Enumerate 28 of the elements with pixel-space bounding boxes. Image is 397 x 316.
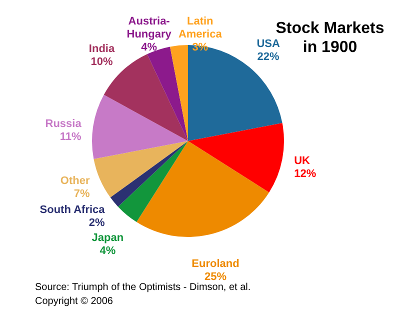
slice-label: Euroland [192, 258, 240, 270]
data-label: 10% [90, 56, 113, 68]
data-label: 4% [141, 42, 158, 54]
text: Copyright © 2006 [35, 296, 114, 307]
pie-slice [92, 94, 188, 159]
data-label: 12% [294, 168, 316, 180]
slice-label: Japan [92, 232, 124, 244]
pie-slice [136, 141, 270, 237]
data-label: 22% [257, 50, 280, 63]
slice-label: USA [256, 38, 280, 50]
pie-slice [94, 141, 188, 198]
pie-slice [110, 141, 188, 207]
slice-label: Russia [45, 118, 82, 130]
slice-label: UK [294, 155, 310, 168]
pie-slice [118, 141, 188, 222]
pie-slice [170, 45, 188, 141]
slice-label: Other [60, 175, 90, 188]
data-label: 4% [100, 245, 116, 258]
slice-label: Austria-Hungary [126, 16, 172, 40]
data-label: 7% [74, 188, 90, 200]
pie-slice [188, 123, 284, 192]
slice-label: India [88, 43, 116, 56]
data-label: 2% [88, 216, 105, 229]
source-note: Source: Triumph of the Optimists - Dimson, et al. [35, 282, 251, 293]
slice-label: Latin America [178, 16, 223, 40]
data-label: 25% [204, 270, 227, 283]
slice-label: South Africa [40, 204, 106, 216]
data-label: 11% [60, 131, 82, 144]
